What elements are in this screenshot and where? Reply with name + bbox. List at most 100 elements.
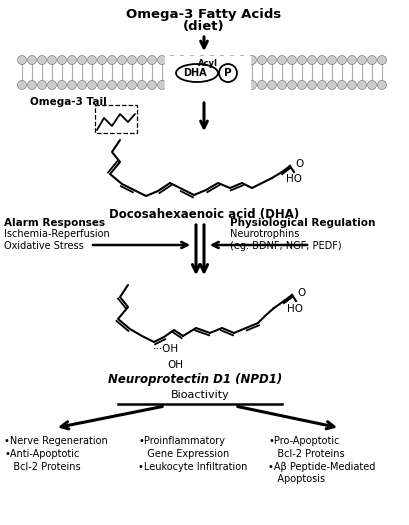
Circle shape xyxy=(187,80,196,89)
Text: HO: HO xyxy=(287,304,303,314)
Circle shape xyxy=(88,80,97,89)
Circle shape xyxy=(328,56,337,65)
Circle shape xyxy=(308,80,317,89)
Circle shape xyxy=(108,56,117,65)
Circle shape xyxy=(297,56,306,65)
Circle shape xyxy=(218,56,227,65)
Circle shape xyxy=(47,56,56,65)
Text: Bioactivity: Bioactivity xyxy=(171,390,229,400)
Circle shape xyxy=(218,80,227,89)
Circle shape xyxy=(178,80,187,89)
Circle shape xyxy=(58,80,67,89)
Text: ···OH: ···OH xyxy=(153,344,179,354)
Circle shape xyxy=(207,56,216,65)
Circle shape xyxy=(357,56,366,65)
Circle shape xyxy=(267,80,276,89)
Circle shape xyxy=(187,56,196,65)
Circle shape xyxy=(238,80,247,89)
Text: DHA: DHA xyxy=(183,68,207,78)
Bar xyxy=(165,56,250,90)
Text: Docosahexaenoic acid (DHA): Docosahexaenoic acid (DHA) xyxy=(109,208,299,221)
Circle shape xyxy=(148,80,157,89)
Bar xyxy=(95,105,137,133)
Circle shape xyxy=(168,80,177,89)
Circle shape xyxy=(337,80,346,89)
Text: Acyl: Acyl xyxy=(198,58,218,68)
Circle shape xyxy=(178,56,187,65)
Circle shape xyxy=(198,56,207,65)
Circle shape xyxy=(117,56,126,65)
Circle shape xyxy=(277,56,286,65)
Circle shape xyxy=(348,56,357,65)
Circle shape xyxy=(368,56,377,65)
Circle shape xyxy=(328,80,337,89)
Text: HO: HO xyxy=(286,174,302,184)
Circle shape xyxy=(58,56,67,65)
Text: Neurotrophins
(eg. BDNF, NGF, PEDF): Neurotrophins (eg. BDNF, NGF, PEDF) xyxy=(230,229,342,251)
Circle shape xyxy=(77,56,86,65)
Circle shape xyxy=(97,80,106,89)
Text: O: O xyxy=(297,288,305,298)
Circle shape xyxy=(378,80,387,89)
Circle shape xyxy=(38,80,47,89)
Circle shape xyxy=(357,80,366,89)
Circle shape xyxy=(148,56,157,65)
Circle shape xyxy=(348,80,357,89)
Text: (diet): (diet) xyxy=(183,20,225,33)
Circle shape xyxy=(258,56,267,65)
Circle shape xyxy=(247,80,256,89)
Circle shape xyxy=(297,80,306,89)
Text: O: O xyxy=(295,159,303,169)
Circle shape xyxy=(157,80,166,89)
Circle shape xyxy=(128,56,137,65)
Circle shape xyxy=(18,80,27,89)
Circle shape xyxy=(219,64,237,82)
Circle shape xyxy=(157,56,166,65)
Circle shape xyxy=(137,56,146,65)
Circle shape xyxy=(227,80,236,89)
Text: Omega-3 Tail: Omega-3 Tail xyxy=(30,97,107,107)
Circle shape xyxy=(27,80,36,89)
Circle shape xyxy=(277,80,286,89)
Circle shape xyxy=(108,80,117,89)
Circle shape xyxy=(288,80,297,89)
Circle shape xyxy=(117,80,126,89)
Circle shape xyxy=(267,56,276,65)
Circle shape xyxy=(207,80,216,89)
Circle shape xyxy=(368,80,377,89)
Circle shape xyxy=(168,56,177,65)
Circle shape xyxy=(88,56,97,65)
Circle shape xyxy=(198,80,207,89)
Circle shape xyxy=(258,80,267,89)
Text: Physiological Regulation: Physiological Regulation xyxy=(230,218,375,228)
Text: P: P xyxy=(224,68,232,78)
Circle shape xyxy=(308,56,317,65)
Text: OH: OH xyxy=(167,360,183,370)
Circle shape xyxy=(77,80,86,89)
Circle shape xyxy=(67,56,76,65)
Text: Alarm Responses: Alarm Responses xyxy=(4,218,105,228)
Circle shape xyxy=(67,80,76,89)
Circle shape xyxy=(247,56,256,65)
Circle shape xyxy=(317,80,326,89)
Text: •Pro-Apoptotic
   Bcl-2 Proteins
•Aβ Peptide-Mediated
   Apoptosis: •Pro-Apoptotic Bcl-2 Proteins •Aβ Peptid… xyxy=(268,436,375,485)
Text: Omega-3 Fatty Acids: Omega-3 Fatty Acids xyxy=(126,8,282,21)
Circle shape xyxy=(337,56,346,65)
Circle shape xyxy=(27,56,36,65)
Circle shape xyxy=(137,80,146,89)
Circle shape xyxy=(288,56,297,65)
Circle shape xyxy=(227,56,236,65)
Circle shape xyxy=(18,56,27,65)
Circle shape xyxy=(128,80,137,89)
Text: •Nerve Regeneration
•Anti-Apoptotic
   Bcl-2 Proteins: •Nerve Regeneration •Anti-Apoptotic Bcl-… xyxy=(4,436,108,471)
Text: •Proinflammatory
   Gene Expression
•Leukocyte Infiltration: •Proinflammatory Gene Expression •Leukoc… xyxy=(138,436,247,471)
Text: Neuroprotectin D1 (NPD1): Neuroprotectin D1 (NPD1) xyxy=(108,373,282,386)
Circle shape xyxy=(97,56,106,65)
Circle shape xyxy=(238,56,247,65)
Circle shape xyxy=(378,56,387,65)
Circle shape xyxy=(47,80,56,89)
Circle shape xyxy=(317,56,326,65)
Ellipse shape xyxy=(176,64,218,82)
Text: Ischemia-Reperfusion
Oxidative Stress: Ischemia-Reperfusion Oxidative Stress xyxy=(4,229,110,251)
Circle shape xyxy=(38,56,47,65)
